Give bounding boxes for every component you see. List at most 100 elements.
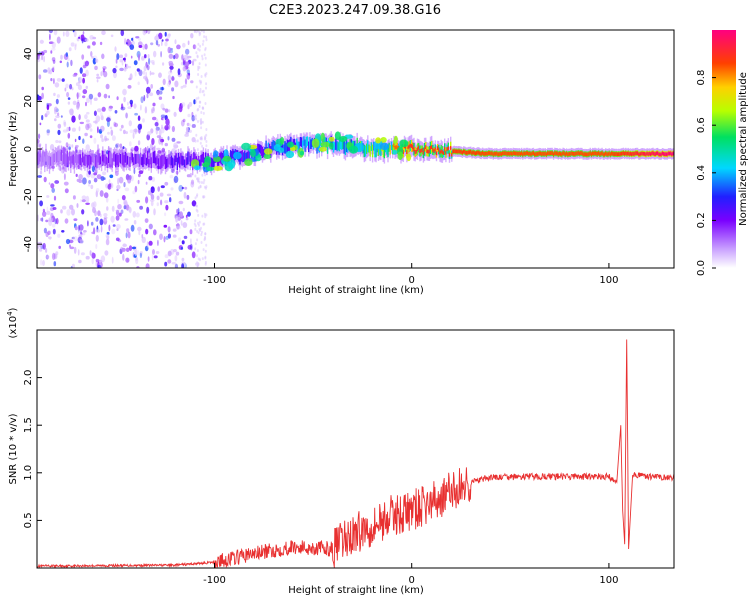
noise-speck [171,76,175,81]
noise-speck [60,209,63,214]
spectrogram-y-label: Frequency (Hz) [8,111,19,187]
noise-speck [60,167,65,174]
noise-speck [103,218,107,222]
noise-speck [80,198,82,203]
noise-speck [176,44,181,50]
noise-speck [108,95,110,99]
signal-band [136,153,138,163]
noise-speck [78,259,82,264]
noise-speck [197,42,200,46]
noise-speck [79,231,83,234]
signal-band [110,152,112,165]
noise-speck [71,109,74,116]
noise-speck [102,149,107,153]
noise-speck [188,129,192,133]
noise-speck [203,222,206,226]
noise-speck [128,77,132,81]
noise-speck [199,44,202,48]
noise-speck [105,238,110,246]
noise-speck [205,186,207,190]
signal-core [568,152,570,156]
noise-speck [127,85,132,89]
noise-speck [201,214,204,218]
noise-speck [160,114,166,118]
noise-speck [57,166,60,170]
noise-speck [194,139,197,143]
noise-speck [137,123,142,130]
noise-speck [195,85,198,89]
noise-speck [126,42,128,45]
signal-core [503,151,505,156]
signal-band [111,158,113,168]
signal-band [297,141,299,153]
noise-speck [169,197,172,203]
signal-band [164,156,167,170]
noise-speck [76,103,80,110]
signal-core [419,149,421,153]
noise-speck [170,187,174,191]
noise-speck [115,170,119,176]
noise-speck [200,230,203,234]
noise-speck [185,126,190,133]
signal-core [442,151,445,155]
signal-band [201,153,203,163]
signal-core [515,151,517,156]
noise-speck [203,35,206,39]
signal-core [518,151,520,156]
noise-speck [199,258,201,262]
noise-speck [76,203,79,208]
signal-core [621,151,623,156]
noise-speck [149,70,152,76]
signal-core [567,152,569,157]
noise-speck [148,147,151,153]
noise-speck [111,135,116,142]
x-tick-label: 0 [409,575,415,586]
noise-speck [204,63,207,67]
signal-blob [379,142,390,151]
signal-core [631,152,633,157]
signal-core [463,149,465,154]
noise-speck [61,78,65,82]
noise-speck [45,219,49,223]
noise-speck [135,257,139,265]
noise-speck [119,147,124,155]
noise-speck [172,228,177,232]
noise-speck [179,211,183,218]
noise-speck [91,41,96,46]
noise-speck [115,143,120,148]
snr-panel: -100 0 100 0.5 1.0 1.5 2.0 Height of straight… [6,307,675,596]
noise-speck [104,250,109,256]
noise-speck [70,42,75,47]
signal-core [545,152,548,157]
signal-band [137,154,139,164]
noise-speck [105,83,110,90]
noise-speck [71,236,76,240]
noise-speck [120,209,124,214]
noise-speck [127,106,132,109]
noise-speck [204,173,207,177]
noise-speck [58,245,61,249]
noise-speck [164,261,168,267]
signal-core [665,152,667,157]
signal-core [438,147,440,152]
signal-core [410,144,413,148]
noise-speck [183,54,188,61]
noise-speck [136,249,140,256]
signal-band [95,156,97,168]
noise-speck [156,89,160,95]
signal-band [116,152,118,166]
noise-speck [41,115,44,121]
noise-speck [134,112,139,116]
signal-band [309,136,311,149]
noise-speck [74,138,77,143]
signal-band [306,136,309,146]
signal-core [539,151,542,156]
noise-speck [172,95,175,100]
signal-core [593,151,595,156]
signal-core [576,151,578,156]
signal-core [470,150,472,154]
noise-speck [164,181,169,186]
noise-speck [63,119,66,126]
signal-core [628,152,630,156]
signal-band [117,155,119,167]
